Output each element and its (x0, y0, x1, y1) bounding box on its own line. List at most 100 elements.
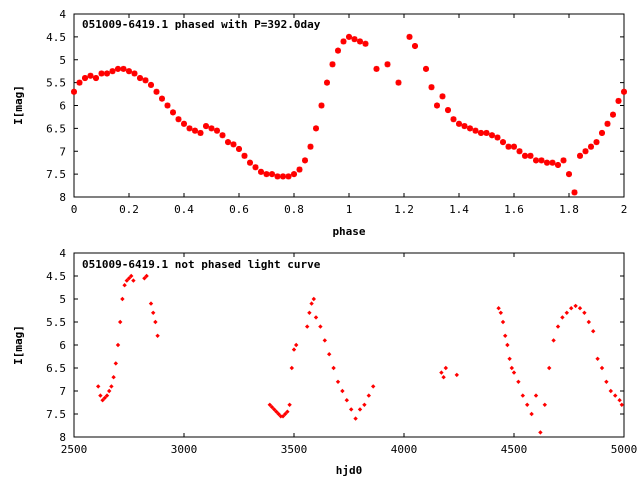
data-point-not-phased (619, 402, 624, 407)
data-point-not-phased (357, 407, 363, 412)
data-point-phased (373, 65, 380, 72)
data-point-not-phased (111, 375, 116, 380)
data-point-not-phased (498, 310, 503, 315)
y-tick-label: 5 (59, 54, 66, 67)
data-point-not-phased (441, 375, 446, 380)
data-point-not-phased (617, 398, 622, 403)
data-point-not-phased (340, 388, 345, 394)
x-tick-label: 1.2 (394, 203, 414, 216)
data-point-phased (351, 36, 358, 43)
data-point-not-phased (439, 370, 444, 375)
data-point-not-phased (516, 379, 521, 384)
x-tick-label: 3000 (171, 443, 198, 456)
data-point-not-phased (335, 379, 341, 384)
data-point-phased (461, 123, 468, 130)
y-tick-label: 4.5 (46, 270, 66, 283)
data-point-phased (120, 65, 127, 72)
data-point-phased (450, 116, 457, 123)
data-point-phased (335, 47, 341, 54)
data-point-phased (87, 72, 94, 79)
x-tick-label: 5000 (611, 443, 638, 456)
y-tick-label: 6.5 (46, 122, 66, 135)
data-point-not-phased (560, 315, 565, 320)
data-point-not-phased (509, 365, 514, 371)
data-point-not-phased (529, 411, 534, 417)
data-point-not-phased (511, 370, 517, 375)
data-point-phased (131, 70, 138, 77)
data-point-not-phased (613, 393, 618, 398)
y-tick-label: 8 (59, 191, 66, 204)
data-point-phased (527, 152, 534, 159)
data-point-not-phased (124, 278, 129, 283)
y-tick-label: 6 (59, 100, 66, 113)
data-point-phased (395, 79, 402, 86)
data-point-phased (604, 120, 611, 127)
data-points-not-phased (96, 273, 624, 435)
data-point-not-phased (113, 361, 118, 366)
data-point-not-phased (533, 393, 539, 398)
data-point-not-phased (505, 342, 510, 348)
data-point-phased (511, 143, 517, 150)
data-point-not-phased (272, 407, 277, 412)
data-point-phased (203, 123, 209, 130)
data-point-phased (142, 77, 149, 84)
data-point-phased (478, 129, 484, 136)
data-point-phased (610, 111, 616, 118)
data-point-phased (384, 61, 391, 68)
data-point-not-phased (371, 384, 376, 389)
y-tick-label: 5.5 (46, 77, 66, 90)
x-tick-label: 0.2 (119, 203, 139, 216)
data-point-not-phased (305, 324, 310, 329)
data-point-phased (170, 109, 176, 116)
data-point-not-phased (327, 352, 332, 357)
x-tick-label: 4500 (501, 443, 528, 456)
data-point-phased (533, 157, 539, 164)
x-tick-label: 0.8 (284, 203, 304, 216)
data-point-phased (252, 164, 259, 171)
data-point-phased (456, 120, 462, 127)
x-tick-label: 2 (621, 203, 628, 216)
x-tick-label: 1.4 (449, 203, 469, 216)
data-point-not-phased (280, 414, 286, 419)
data-point-phased (93, 75, 99, 82)
y-tick-label: 8 (59, 431, 66, 444)
data-point-phased (489, 132, 495, 139)
data-point-not-phased (503, 333, 508, 338)
data-point-not-phased (276, 411, 281, 417)
y-tick-label: 6.5 (46, 362, 66, 375)
data-point-phased (313, 125, 319, 132)
data-point-phased (434, 102, 440, 109)
chart-title-not-phased: 051009-6419.1 not phased light curve (82, 258, 321, 271)
data-point-not-phased (564, 310, 569, 315)
plot-frame-phased (73, 13, 625, 198)
data-point-phased (522, 152, 528, 159)
data-point-not-phased (496, 306, 501, 311)
data-point-not-phased (287, 402, 292, 407)
data-point-phased (428, 84, 435, 91)
data-point-phased (104, 70, 110, 77)
data-point-phased (109, 68, 116, 75)
data-point-phased (555, 161, 561, 168)
data-point-not-phased (349, 407, 354, 412)
x-tick-label: 4000 (391, 443, 418, 456)
data-point-phased (76, 79, 83, 86)
data-point-not-phased (322, 338, 327, 343)
data-point-phased (230, 141, 237, 148)
data-point-not-phased (344, 398, 349, 403)
data-point-not-phased (104, 393, 110, 398)
data-point-phased (307, 143, 314, 150)
y-tick-label: 5.5 (46, 316, 66, 329)
data-point-not-phased (547, 365, 552, 371)
data-point-phased (153, 88, 160, 95)
y-axis-label-phased: I[mag] (12, 85, 25, 125)
axis-ticks-not-phased: 2500 3000 3500 4000 4500 5000 4 4.5 5 5.5 6 6.5 7 7.5… (46, 247, 637, 456)
data-point-phased (225, 139, 231, 146)
data-point-phased (82, 75, 88, 82)
data-point-phased (615, 97, 622, 104)
data-point-phased (247, 159, 253, 166)
data-point-phased (214, 127, 220, 134)
data-point-phased (159, 95, 165, 102)
data-point-phased (324, 79, 330, 86)
data-point-phased (467, 125, 473, 132)
